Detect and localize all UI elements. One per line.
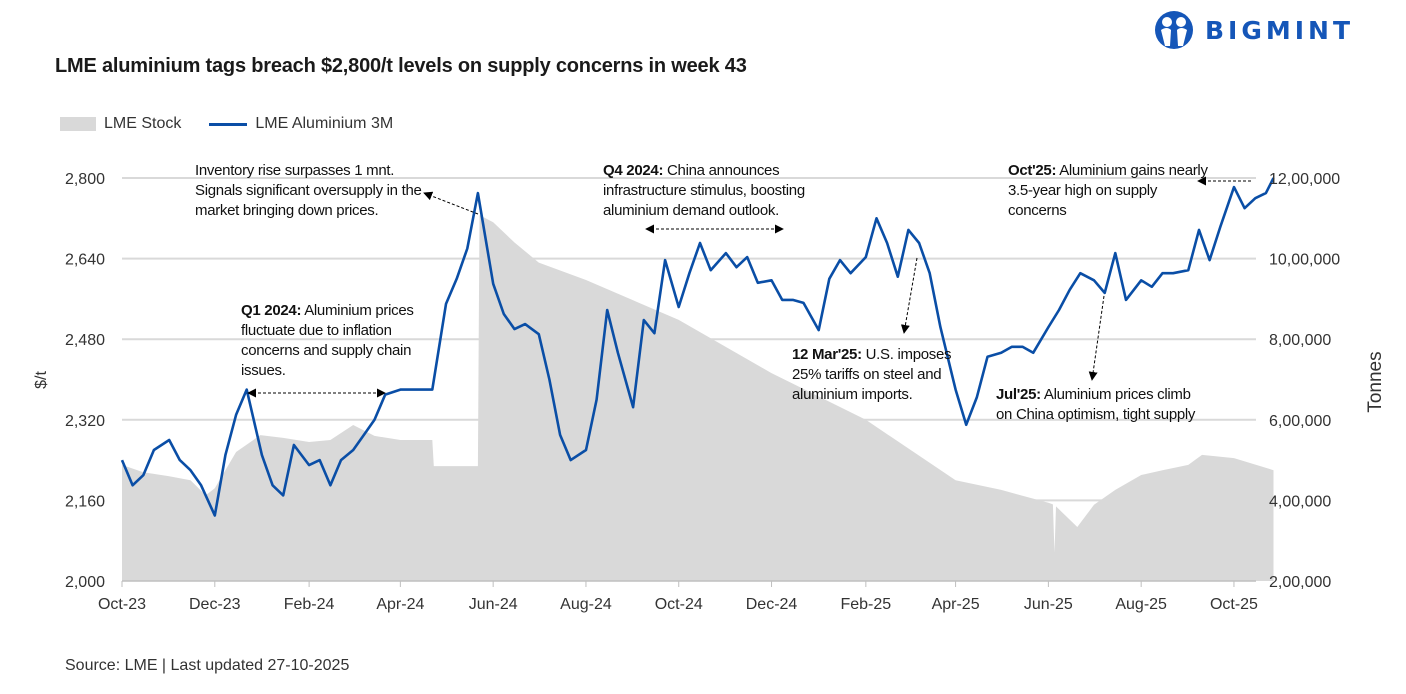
x-tick-label: Oct-25 bbox=[1210, 596, 1258, 613]
annotation-q1-2024: Q1 2024: Aluminium prices fluctuate due … bbox=[241, 302, 414, 379]
y-axis-label: $/t bbox=[33, 371, 50, 389]
logo-icon bbox=[1155, 11, 1193, 49]
y-tick-label: 2,000 bbox=[65, 574, 105, 591]
x-tick-label: Aug-25 bbox=[1115, 596, 1167, 613]
x-tick-label: Jun-25 bbox=[1024, 596, 1073, 613]
x-tick-label: Oct-24 bbox=[655, 596, 703, 613]
y2-tick-label: 4,00,000 bbox=[1269, 493, 1331, 510]
source-note: Source: LME | Last updated 27-10-2025 bbox=[65, 657, 350, 674]
x-tick-label: Dec-24 bbox=[746, 596, 798, 613]
lme-stock-area bbox=[122, 215, 1274, 581]
y-tick-label: 2,800 bbox=[65, 171, 105, 188]
annotation-inventory: Inventory rise surpasses 1 mnt. Signals … bbox=[195, 162, 422, 219]
annotation-oct-25: Oct'25: Aluminium gains nearly 3.5-year … bbox=[1008, 162, 1208, 219]
legend-swatch-stock bbox=[60, 117, 96, 131]
legend-swatch-price bbox=[209, 122, 248, 126]
legend-label-stock: LME Stock bbox=[104, 115, 182, 132]
annotation-arrow-jul-25 bbox=[1088, 295, 1105, 381]
y-tick-label: 2,480 bbox=[65, 332, 105, 349]
y-tick-label: 2,160 bbox=[65, 493, 105, 510]
y2-tick-label: 10,00,000 bbox=[1269, 252, 1340, 269]
x-tick-label: Jun-24 bbox=[469, 596, 518, 613]
x-tick-label: Apr-25 bbox=[932, 596, 980, 613]
x-tick-label: Feb-24 bbox=[284, 596, 335, 613]
y2-tick-label: 2,00,000 bbox=[1269, 574, 1331, 591]
chart-title: LME aluminium tags breach $2,800/t level… bbox=[55, 55, 747, 77]
y2-tick-label: 6,00,000 bbox=[1269, 413, 1331, 430]
x-tick-label: Oct-23 bbox=[98, 596, 146, 613]
y-tick-label: 2,640 bbox=[65, 252, 105, 269]
legend: LME Stock LME Aluminium 3M bbox=[60, 115, 393, 133]
annotation-arrow-mar-25 bbox=[900, 257, 918, 334]
legend-label-price: LME Aluminium 3M bbox=[255, 115, 394, 132]
x-tick-label: Apr-24 bbox=[376, 596, 424, 613]
bigmint-logo: BIGMINT bbox=[1153, 10, 1354, 50]
x-tick-label: Aug-24 bbox=[560, 596, 612, 613]
annotation-q4-2024: Q4 2024: China announces infrastructure … bbox=[603, 162, 805, 219]
y2-tick-label: 8,00,000 bbox=[1269, 332, 1331, 349]
annotation-mar-25: 12 Mar'25: U.S. imposes 25% tariffs on s… bbox=[792, 346, 952, 403]
x-tick-label: Dec-23 bbox=[189, 596, 241, 613]
y-tick-label: 2,320 bbox=[65, 413, 105, 430]
y2-axis-label: Tonnes bbox=[1365, 351, 1386, 412]
y2-tick-label: 12,00,000 bbox=[1269, 171, 1340, 188]
x-tick-label: Feb-25 bbox=[840, 596, 891, 613]
annotation-jul-25: Jul'25: Aluminium prices climb on China … bbox=[996, 386, 1196, 423]
logo-text: BIGMINT bbox=[1205, 15, 1355, 45]
